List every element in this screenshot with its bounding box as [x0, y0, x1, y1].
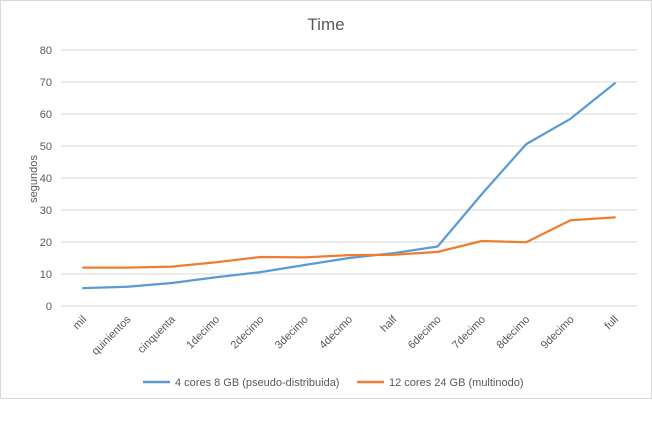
x-tick-label: 9decimo [539, 314, 577, 352]
y-tick-label: 30 [40, 205, 52, 217]
y-axis-ticks: 0 10 20 30 40 50 60 70 80 [40, 45, 52, 313]
line-chart: Time 0 10 20 30 40 50 60 70 80 mil quinientos cinq… [28, 15, 637, 389]
y-tick-label: 50 [40, 141, 52, 153]
y-tick-label: 10 [40, 269, 52, 281]
y-tick-label: 20 [40, 237, 52, 249]
legend-label: 4 cores 8 GB (pseudo-distribuida) [175, 377, 339, 389]
series-line-2 [82, 216, 616, 269]
x-tick-label: 8decimo [494, 314, 532, 352]
x-tick-label: 3decimo [273, 314, 311, 352]
x-tick-label: quinientos [90, 313, 134, 357]
series-lines [82, 82, 616, 290]
x-axis-ticks: mil quinientos cinquenta 1decimo 2decimo 3dec… [71, 313, 621, 358]
x-tick-label: cinquenta [136, 313, 179, 356]
legend: 4 cores 8 GB (pseudo-distribuida) 12 core… [143, 377, 524, 389]
y-axis-label: segundos [28, 155, 40, 203]
chart-frame: Time 0 10 20 30 40 50 60 70 80 mil quinientos cinq… [0, 0, 652, 399]
y-tick-label: 40 [40, 173, 52, 185]
x-tick-label: 1decimo [184, 314, 222, 352]
y-tick-label: 0 [46, 301, 52, 313]
x-tick-label: 2decimo [229, 314, 267, 352]
legend-label: 12 cores 24 GB (multinodo) [389, 377, 524, 389]
grid-lines [61, 49, 637, 307]
series-line-1 [82, 82, 616, 290]
chart-title: Time [307, 15, 344, 34]
x-tick-label: full [603, 314, 621, 332]
x-tick-label: half [378, 313, 400, 335]
y-tick-label: 60 [40, 109, 52, 121]
x-tick-label: 4decimo [317, 314, 355, 352]
x-tick-label: 6decimo [406, 314, 444, 352]
y-tick-label: 70 [40, 77, 52, 89]
y-tick-label: 80 [40, 45, 52, 57]
x-tick-label: 7decimo [450, 314, 488, 352]
x-tick-label: mil [71, 314, 89, 332]
